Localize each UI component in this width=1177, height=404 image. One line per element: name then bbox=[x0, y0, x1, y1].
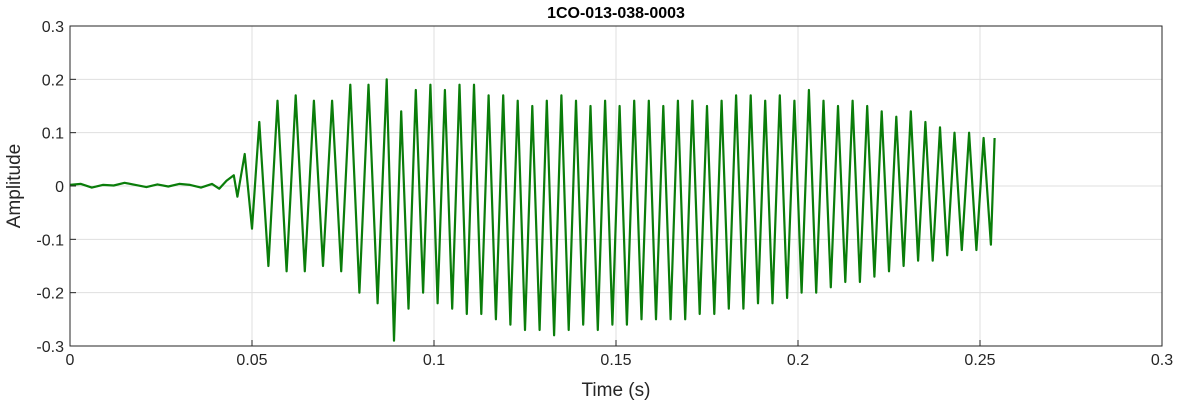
series-layer bbox=[69, 78, 996, 342]
x-tick-label: 0.1 bbox=[423, 352, 445, 369]
x-axis-ticks: 0 0.05 0.1 0.15 0.2 0.25 0.3 bbox=[66, 340, 1173, 369]
chart-title: 1CO-013-038-0003 bbox=[547, 5, 685, 22]
x-tick-label: 0.05 bbox=[236, 352, 267, 369]
x-tick-label: 0.15 bbox=[600, 352, 631, 369]
y-tick-label: -0.2 bbox=[36, 286, 64, 303]
x-tick-label: 0.2 bbox=[787, 352, 809, 369]
x-tick-label: 0 bbox=[66, 352, 75, 369]
y-tick-label: 0.3 bbox=[42, 19, 64, 36]
y-tick-label: -0.3 bbox=[36, 339, 64, 356]
y-tick-label: 0.1 bbox=[42, 126, 64, 143]
y-tick-label: 0 bbox=[55, 179, 64, 196]
y-axis-ticks: -0.3 -0.2 -0.1 0 0.1 0.2 0.3 bbox=[36, 19, 76, 356]
y-tick-label: 0.2 bbox=[42, 72, 64, 89]
y-tick-label: -0.1 bbox=[36, 232, 64, 249]
x-tick-label: 0.3 bbox=[1151, 352, 1173, 369]
x-tick-label: 0.25 bbox=[964, 352, 995, 369]
series-line bbox=[69, 78, 996, 342]
y-axis-label: Amplitude bbox=[4, 144, 25, 229]
x-axis-label: Time (s) bbox=[582, 380, 651, 401]
